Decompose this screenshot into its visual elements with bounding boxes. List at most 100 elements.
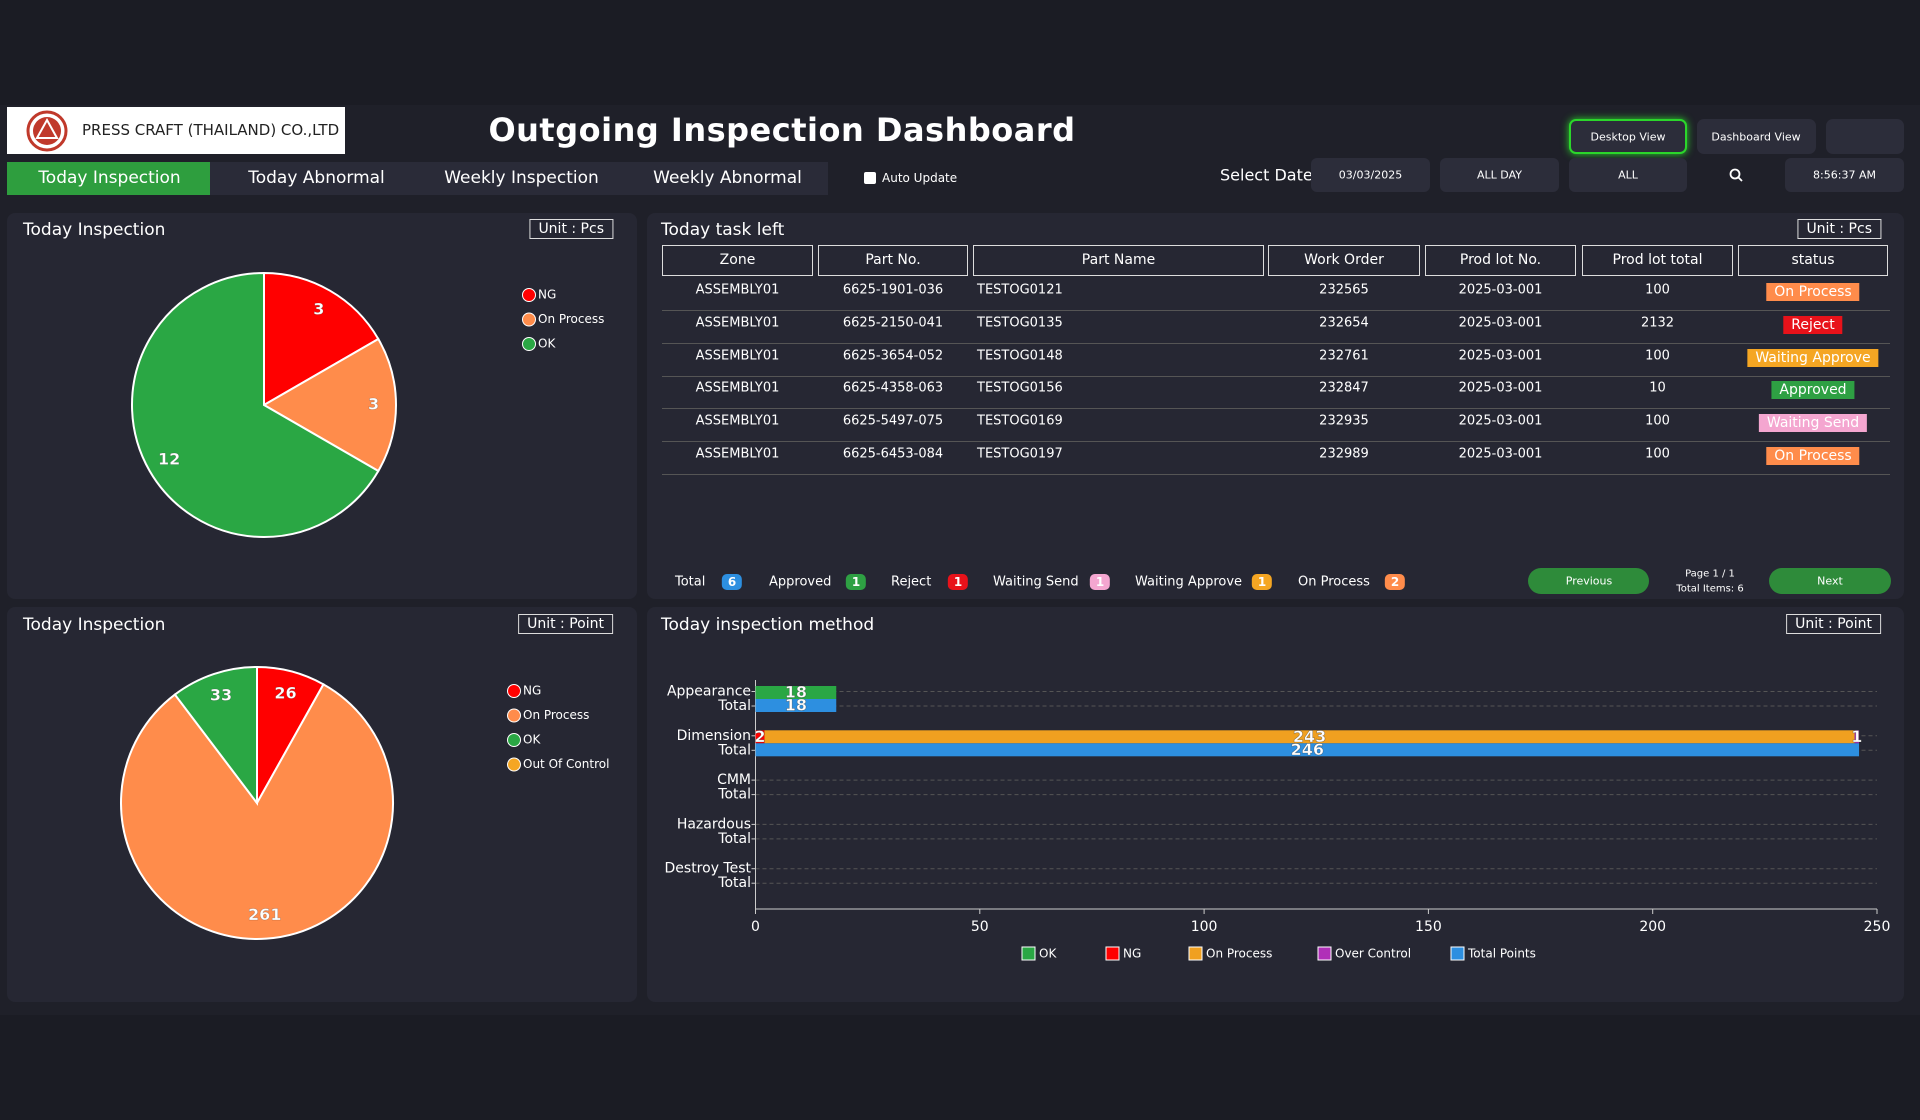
table-cell: 2025-03-001 [1458,315,1543,331]
table-header-label: status [1791,252,1835,268]
legend-label: Out Of Control [523,757,609,771]
table-cell: ASSEMBLY01 [695,282,780,298]
bar-segment [755,730,765,744]
previous-label[interactable]: Previous [1565,574,1613,588]
x-tick-label: 50 [971,919,989,935]
table-cell: 2025-03-001 [1458,446,1543,462]
category-label: Appearance [667,684,751,700]
bar-value-label: 1 [1851,727,1862,746]
status-badge: Reject [1783,315,1843,334]
table-cell: 2025-03-001 [1458,282,1543,298]
table-cell: 6625-6453-084 [842,446,944,462]
x-tick-label: 250 [1864,919,1891,935]
filter-zone[interactable] [1569,158,1687,192]
dashboard-view-label[interactable]: Dashboard View [1711,130,1801,144]
category-label: Hazardous [677,816,751,832]
table-header-cell [818,245,968,276]
bar-value-label: 246 [1291,740,1324,759]
page-info: Page 1 / 1 [1685,568,1735,580]
slice-label: 261 [248,905,281,924]
pie-slice [173,665,258,806]
table-cell: 6625-1901-036 [842,282,944,298]
legend-label: NG [523,684,541,698]
fullscreen-button[interactable] [1826,119,1904,154]
bar-value-label: 18 [785,683,807,702]
legend-swatch [522,288,536,302]
table-cell: ASSEMBLY01 [695,380,780,396]
table-cell: TESTOG0156 [977,380,1063,396]
legend-swatch [1188,946,1203,961]
summary-label: Waiting Send [993,574,1079,590]
filter-zone-text[interactable]: ALL [1618,168,1638,182]
slice-label: 12 [158,449,180,468]
status-badge: On Process [1766,447,1860,465]
desktop-view-button[interactable] [1569,119,1687,154]
table-header-cell [1425,245,1576,276]
row-separator [662,474,1890,475]
filter-period-text[interactable]: ALL DAY [1477,168,1522,182]
table-header-label: Part Name [1081,252,1156,268]
filter-date[interactable] [1311,158,1430,192]
panel-title: Today Inspection [23,220,166,240]
filter-time-text[interactable]: 8:56:37 AM [1813,168,1876,182]
bar-value-label: 243 [1293,727,1326,746]
pie-slice [119,682,394,940]
table-header-label: Prod lot No. [1459,252,1542,268]
table-cell: TESTOG0169 [977,413,1063,429]
legend-label: On Process [1206,947,1272,961]
panel-method [647,607,1904,1002]
table-cell: ASSEMBLY01 [695,315,780,331]
next-button[interactable] [1769,568,1891,594]
previous-button[interactable] [1528,568,1649,594]
tab[interactable]: Today Inspection [38,168,181,188]
table-cell: 2025-03-001 [1458,413,1543,429]
category-label: Dimension [677,728,751,744]
pie-slice [263,271,380,407]
table-cell: 6625-4358-063 [842,380,944,396]
legend-label: NG [538,288,556,302]
pie-slice [262,337,397,473]
legend-label: Total Points [1467,947,1536,961]
unit-box: Unit : Point [1786,614,1881,634]
table-cell: 100 [1645,446,1670,462]
legend-swatch [1105,946,1120,961]
next-label[interactable]: Next [1817,574,1843,588]
table-header-label: Work Order [1304,252,1384,268]
bar-value-label: 18 [785,696,807,715]
tab[interactable]: Today Abnormal [248,168,385,188]
legend-label: OK [523,733,541,747]
table-cell: 2025-03-001 [1458,348,1543,364]
table-cell: 232654 [1319,315,1369,331]
category-sub-label: Total [717,831,751,847]
legend-swatch [507,757,521,772]
legend-swatch [507,684,521,698]
dashboard-view-button[interactable] [1697,119,1816,154]
slice-label: 3 [313,300,324,319]
x-tick-label: 150 [1415,919,1442,935]
pie-slice [131,271,380,538]
filter-time[interactable] [1785,158,1904,192]
legend-swatch [522,337,536,351]
bar-segment [764,730,1855,744]
category-sub-label: Total [717,742,751,758]
table-header-cell [1738,245,1888,276]
status-badge: Approved [1771,381,1855,400]
table-cell: 6625-5497-075 [842,413,944,429]
auto-update-label: Auto Update [882,171,958,185]
bar-segment [755,686,837,699]
bar-segment [755,743,1860,757]
category-sub-label: Total [717,787,751,803]
desktop-view-label[interactable]: Desktop View [1590,130,1666,144]
filter-date-text[interactable]: 03/03/2025 [1338,168,1403,182]
dashboard-title: Outgoing Inspection Dashboard [488,111,1076,149]
status-badge: Waiting Send [1758,414,1868,433]
table-cell: TESTOG0148 [977,348,1063,364]
legend-swatch [1021,946,1036,961]
row-separator [662,342,1890,344]
tab[interactable]: Weekly Abnormal [653,168,802,188]
auto-update-checkbox[interactable] [864,172,876,184]
tab[interactable]: Weekly Inspection [444,168,599,188]
filter-period[interactable] [1440,158,1559,192]
bar-segment [755,699,837,712]
tab-active[interactable] [7,162,210,195]
